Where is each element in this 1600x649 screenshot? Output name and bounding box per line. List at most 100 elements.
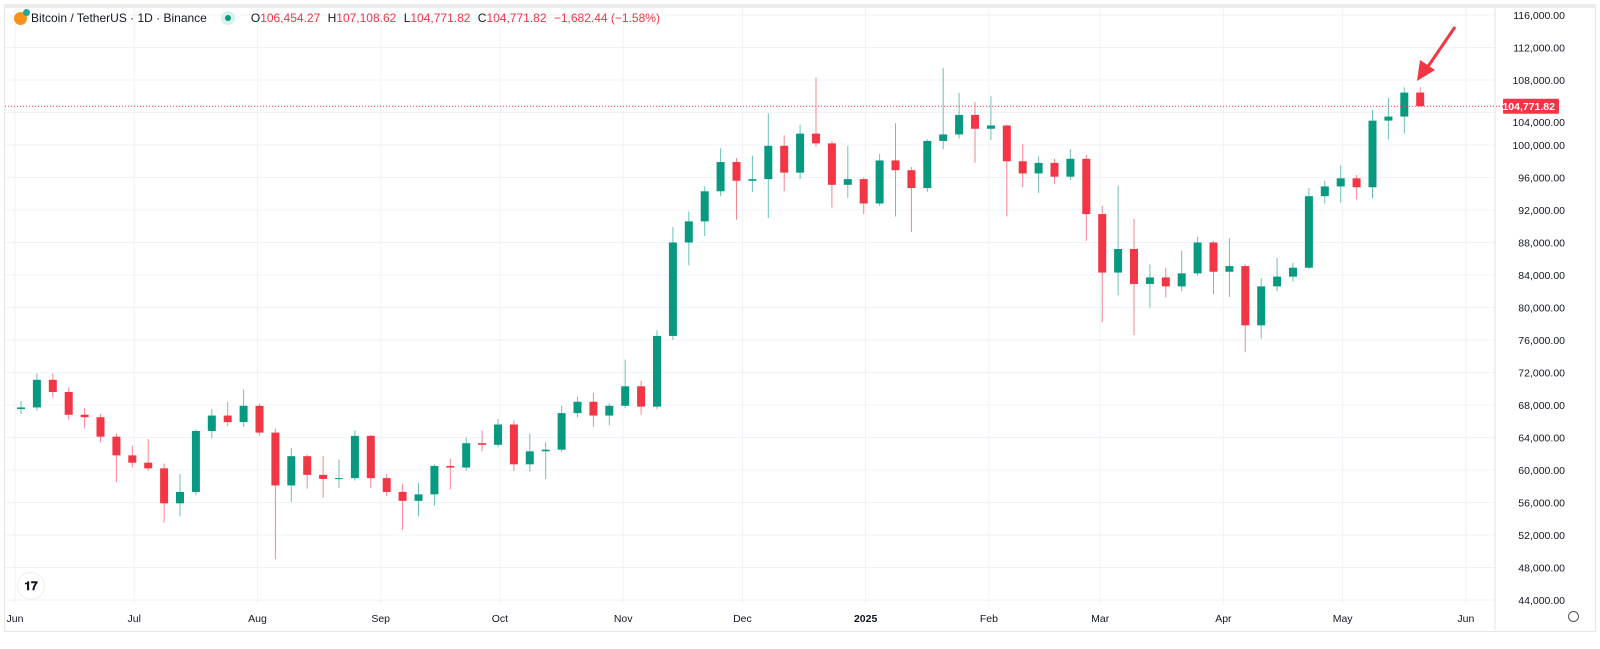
candle-body bbox=[843, 179, 852, 185]
candle-body bbox=[1257, 286, 1266, 326]
candle-body bbox=[1384, 116, 1393, 121]
candle-body bbox=[1209, 242, 1218, 272]
symbol-title[interactable]: Bitcoin / TetherUS · 1D · Binance bbox=[31, 11, 207, 25]
candle-body bbox=[1082, 158, 1091, 215]
y-tick-label: 92,000.00 bbox=[1518, 205, 1565, 217]
candle bbox=[605, 403, 614, 426]
candle-body bbox=[939, 134, 948, 141]
candle-body bbox=[748, 179, 757, 181]
symbol-legend[interactable]: Bitcoin / TetherUS · 1D · Binance O106,4… bbox=[14, 8, 660, 25]
settings-gear-icon[interactable] bbox=[1568, 611, 1579, 622]
candle bbox=[1114, 185, 1123, 296]
close-value: 104,771.82 bbox=[486, 11, 547, 25]
candle-body bbox=[48, 379, 57, 392]
candle bbox=[1098, 205, 1107, 323]
candle bbox=[684, 211, 693, 266]
candle-body bbox=[191, 431, 200, 492]
candle bbox=[48, 373, 57, 398]
x-tick-label: Aug bbox=[248, 613, 267, 625]
candle-body bbox=[859, 179, 868, 204]
candle bbox=[1082, 154, 1091, 241]
x-tick-label: Sep bbox=[371, 613, 390, 625]
candle bbox=[271, 428, 280, 560]
candle-body bbox=[255, 405, 264, 433]
candle-body bbox=[1193, 242, 1202, 274]
candle bbox=[32, 373, 41, 411]
candle-body bbox=[1225, 266, 1234, 272]
candle-body bbox=[1034, 162, 1043, 174]
y-tick-label: 80,000.00 bbox=[1518, 303, 1565, 315]
candle bbox=[573, 396, 582, 418]
candle-body bbox=[891, 160, 900, 171]
x-tick-label: Apr bbox=[1215, 613, 1232, 625]
tradingview-logo[interactable]: 𝟏𝟕 bbox=[17, 572, 45, 600]
candle bbox=[637, 380, 646, 415]
candle-body bbox=[923, 140, 932, 189]
candle-body bbox=[1161, 277, 1170, 287]
candle-body bbox=[1400, 92, 1409, 117]
candle-body bbox=[350, 435, 359, 479]
candle bbox=[1416, 87, 1425, 107]
candle-body bbox=[573, 401, 582, 414]
candle-body bbox=[1336, 178, 1345, 187]
candle bbox=[1002, 124, 1011, 217]
candle-body bbox=[1273, 276, 1282, 287]
candle bbox=[1368, 110, 1377, 199]
candle-body bbox=[1002, 125, 1011, 162]
candle bbox=[207, 409, 216, 439]
candle bbox=[430, 464, 439, 506]
candle bbox=[732, 158, 741, 220]
candle bbox=[223, 401, 232, 427]
candle-body bbox=[971, 114, 979, 129]
candle bbox=[1193, 236, 1202, 276]
x-tick-label: 2025 bbox=[854, 613, 878, 625]
candle-body bbox=[1304, 196, 1313, 268]
y-tick-label: 44,000.00 bbox=[1518, 595, 1565, 607]
candle bbox=[843, 145, 852, 198]
candle-body bbox=[446, 465, 455, 468]
candle-body bbox=[1098, 214, 1107, 273]
candle bbox=[589, 392, 598, 427]
candle bbox=[541, 442, 550, 479]
y-tick-label: 100,000.00 bbox=[1512, 140, 1565, 152]
candle bbox=[1384, 97, 1393, 140]
candle bbox=[939, 67, 948, 150]
bitcoin-coin-icon bbox=[14, 8, 30, 25]
y-tick-label: 56,000.00 bbox=[1518, 498, 1565, 510]
candle-body bbox=[525, 451, 534, 465]
candle bbox=[557, 405, 566, 453]
candle bbox=[1273, 257, 1282, 292]
candle-body bbox=[589, 401, 598, 416]
x-tick-label: May bbox=[1333, 613, 1354, 625]
candle-body bbox=[398, 491, 407, 501]
candle-body bbox=[64, 392, 73, 415]
x-tick-label: Mar bbox=[1091, 613, 1110, 625]
candle bbox=[64, 387, 73, 420]
x-tick-label: Feb bbox=[980, 613, 998, 625]
y-tick-label: 76,000.00 bbox=[1518, 335, 1565, 347]
candle-body bbox=[128, 455, 137, 463]
high-value: 107,108.62 bbox=[336, 11, 397, 25]
candle bbox=[1050, 158, 1059, 184]
time-axis[interactable]: Jun Jul Aug Sep Oct Nov Dec 2025 Feb Mar Apr May Jun bbox=[7, 613, 1475, 625]
candle bbox=[796, 124, 805, 180]
y-tick-label: 52,000.00 bbox=[1518, 530, 1565, 542]
candle bbox=[875, 153, 884, 206]
price-axis[interactable]: 116,000.00 112,000.00 108,000.00 104,000.00… bbox=[1512, 10, 1565, 607]
low-label: L bbox=[403, 11, 411, 25]
candle bbox=[239, 389, 248, 427]
candle bbox=[1145, 264, 1154, 308]
last-price-value: 104,771.82 bbox=[1502, 101, 1555, 113]
candle-body bbox=[319, 474, 328, 479]
candle bbox=[621, 359, 630, 409]
candle bbox=[812, 77, 820, 147]
candle bbox=[1177, 250, 1186, 292]
candle-body bbox=[605, 405, 614, 416]
candle-body bbox=[541, 449, 550, 452]
candle-body bbox=[700, 191, 709, 222]
candle-body bbox=[112, 436, 121, 456]
open-value: 106,454.27 bbox=[260, 11, 321, 25]
candle-body bbox=[303, 456, 312, 475]
candle bbox=[478, 430, 487, 452]
